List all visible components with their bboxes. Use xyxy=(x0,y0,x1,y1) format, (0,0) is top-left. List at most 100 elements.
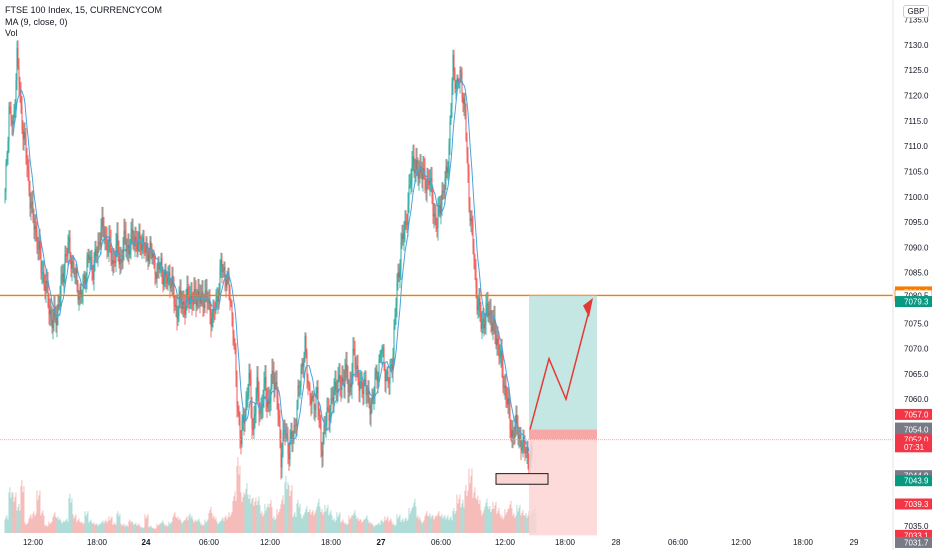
price-label-text: 7033.1 xyxy=(904,531,929,540)
candle-body xyxy=(275,382,277,384)
volume-bar xyxy=(110,518,112,533)
volume-bar xyxy=(502,519,504,533)
volume-bar xyxy=(501,515,503,533)
volume-bar xyxy=(227,517,229,533)
price-tick-label: 7070.0 xyxy=(904,345,929,354)
volume-bar xyxy=(492,501,494,533)
legend-ma[interactable]: MA (9, close, 0) xyxy=(5,16,68,27)
volume-bar xyxy=(60,520,62,533)
candle-body xyxy=(74,272,76,275)
volume-bar xyxy=(322,514,324,533)
candle-body xyxy=(427,179,429,182)
volume-bar xyxy=(211,513,213,533)
legend-symbol[interactable]: FTSE 100 Index, 15, CURRENCYCOM xyxy=(5,5,163,15)
volume-bar xyxy=(427,516,429,533)
candle-body xyxy=(514,424,516,438)
candle-body xyxy=(415,159,417,171)
volume-bar xyxy=(293,514,295,533)
candle-body xyxy=(302,362,304,367)
candle-body xyxy=(298,385,300,388)
candle-body xyxy=(355,367,357,369)
currency-badge[interactable]: GBP xyxy=(903,5,929,18)
projection-path xyxy=(529,302,592,430)
volume-bar xyxy=(453,508,455,533)
volume-bar xyxy=(159,523,161,533)
volume-bar xyxy=(213,515,215,533)
candle-body xyxy=(349,383,351,392)
candle-body xyxy=(443,192,445,194)
volume-bar xyxy=(475,497,477,533)
candle-body xyxy=(159,266,161,270)
volume-bar xyxy=(298,507,300,533)
candle-body xyxy=(139,232,141,245)
candle-body xyxy=(65,254,67,256)
volume-bar xyxy=(117,511,119,533)
candle-body xyxy=(319,416,321,423)
price-tick-label: 7125.0 xyxy=(904,66,929,75)
volume-bar xyxy=(496,513,498,533)
candle-body xyxy=(167,273,169,284)
volume-bar xyxy=(190,517,192,533)
volume-bar xyxy=(229,517,231,533)
candle-body xyxy=(77,283,79,301)
candle-body xyxy=(185,300,187,315)
candle-body xyxy=(26,158,28,166)
candle-body xyxy=(295,425,297,427)
candle-body xyxy=(76,268,78,284)
candle-body xyxy=(18,66,20,86)
volume-bar xyxy=(462,499,464,533)
volume-bar xyxy=(179,518,181,533)
candle-body xyxy=(70,258,72,270)
volume-bar xyxy=(4,519,6,533)
candle-body xyxy=(279,420,281,441)
candle-body xyxy=(445,166,447,179)
volume-bar xyxy=(418,519,420,533)
volume-bar xyxy=(198,518,200,533)
volume-bar xyxy=(408,508,410,533)
candle-body xyxy=(236,375,238,407)
candle-body xyxy=(403,231,405,240)
volume-bar xyxy=(22,492,24,533)
volume-bar xyxy=(509,504,511,533)
volume-bar xyxy=(151,527,153,533)
moving-average-line xyxy=(12,74,533,454)
volume-bar xyxy=(191,515,193,533)
candle-body xyxy=(315,393,317,410)
volume-bar xyxy=(341,521,343,533)
volume-bar xyxy=(482,512,484,533)
candle-body xyxy=(73,263,75,275)
volume-bar xyxy=(255,497,257,533)
price-label-tag xyxy=(895,424,932,436)
candle-body xyxy=(37,248,39,250)
candle-body xyxy=(453,54,455,72)
candle-body xyxy=(503,387,505,389)
candle-body xyxy=(408,185,410,204)
volume-bar xyxy=(199,521,201,533)
candle-body xyxy=(375,369,377,374)
volume-bar xyxy=(275,518,277,533)
candle-body xyxy=(482,319,484,322)
price-label-text: 7031.7 xyxy=(904,538,929,547)
candle-body xyxy=(478,298,480,306)
volume-bar xyxy=(52,517,54,533)
volume-bar xyxy=(207,519,209,533)
volume-bar xyxy=(78,518,80,533)
volume-bar xyxy=(417,515,419,533)
volume-bar xyxy=(81,521,83,533)
volume-bar xyxy=(452,510,454,533)
volume-bar xyxy=(181,523,183,533)
volume-bar xyxy=(141,526,143,533)
candle-body xyxy=(123,230,125,249)
volume-bar xyxy=(172,517,174,533)
candle-body xyxy=(390,364,392,366)
candle-body xyxy=(369,405,371,415)
volume-bar xyxy=(79,521,81,533)
candle-body xyxy=(506,397,508,405)
candle-body xyxy=(67,242,69,257)
volume-bar xyxy=(187,520,189,533)
candle-body xyxy=(380,353,382,355)
volume-bar xyxy=(439,516,441,533)
legend-vol[interactable]: Vol xyxy=(5,28,18,38)
